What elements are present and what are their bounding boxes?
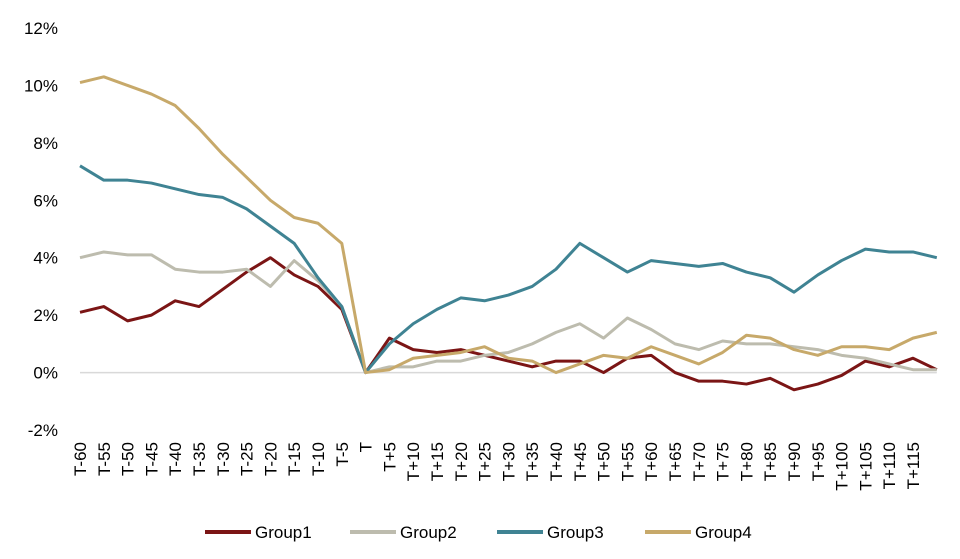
x-tick-label: T+95 bbox=[809, 442, 828, 481]
x-tick-label: T+15 bbox=[428, 442, 447, 481]
x-tick-label: T-25 bbox=[238, 442, 257, 476]
x-tick-label: T+20 bbox=[452, 442, 471, 481]
y-tick-label: 6% bbox=[33, 191, 58, 210]
series-line bbox=[79, 256, 938, 392]
x-tick-label: T+105 bbox=[856, 442, 875, 491]
x-tick-label: T+75 bbox=[714, 442, 733, 481]
y-tick-label: -2% bbox=[28, 421, 58, 440]
x-tick-label: T+45 bbox=[571, 442, 590, 481]
x-tick-label: T-50 bbox=[119, 442, 138, 476]
y-tick-label: 10% bbox=[24, 76, 58, 95]
legend-label: Group4 bbox=[695, 523, 752, 542]
legend-label: Group2 bbox=[400, 523, 457, 542]
x-tick-label: T-45 bbox=[142, 442, 161, 476]
x-tick-label: T+65 bbox=[666, 442, 685, 481]
x-tick-label: T+60 bbox=[642, 442, 661, 481]
series-line bbox=[79, 164, 938, 375]
y-tick-label: 8% bbox=[33, 134, 58, 153]
y-tick-label: 4% bbox=[33, 249, 58, 268]
y-tick-label: 2% bbox=[33, 306, 58, 325]
x-tick-label: T bbox=[357, 442, 376, 452]
x-tick-label: T+50 bbox=[595, 442, 614, 481]
legend-label: Group1 bbox=[255, 523, 312, 542]
legend-label: Group3 bbox=[547, 523, 604, 542]
x-tick-label: T+80 bbox=[737, 442, 756, 481]
x-tick-label: T+10 bbox=[404, 442, 423, 481]
x-tick-label: T-5 bbox=[333, 442, 352, 467]
x-tick-label: T+110 bbox=[880, 442, 899, 489]
x-tick-label: T-60 bbox=[71, 442, 90, 476]
x-tick-label: T-35 bbox=[190, 442, 209, 476]
x-tick-label: T-40 bbox=[166, 442, 185, 476]
series-line bbox=[79, 250, 937, 375]
x-tick-label: T+70 bbox=[690, 442, 709, 481]
x-tick-label: T-10 bbox=[309, 442, 328, 476]
x-tick-label: T+85 bbox=[761, 442, 780, 481]
x-tick-label: T-30 bbox=[214, 442, 233, 476]
x-tick-label: T-15 bbox=[285, 442, 304, 476]
x-tick-label: T+40 bbox=[547, 442, 566, 481]
x-tick-label: T+100 bbox=[833, 442, 852, 491]
y-tick-label: 12% bbox=[24, 19, 58, 38]
series-line bbox=[79, 75, 938, 375]
x-tick-label: T+115 bbox=[904, 442, 923, 489]
x-tick-label: T+5 bbox=[380, 442, 399, 472]
x-tick-label: T+30 bbox=[499, 442, 518, 481]
x-tick-label: T+25 bbox=[476, 442, 495, 481]
x-tick-label: T-55 bbox=[95, 442, 114, 476]
x-tick-label: T+90 bbox=[785, 442, 804, 481]
x-tick-label: T+35 bbox=[523, 442, 542, 481]
y-tick-label: 0% bbox=[33, 364, 58, 383]
x-tick-label: T-20 bbox=[261, 442, 280, 476]
x-tick-label: T+55 bbox=[618, 442, 637, 481]
